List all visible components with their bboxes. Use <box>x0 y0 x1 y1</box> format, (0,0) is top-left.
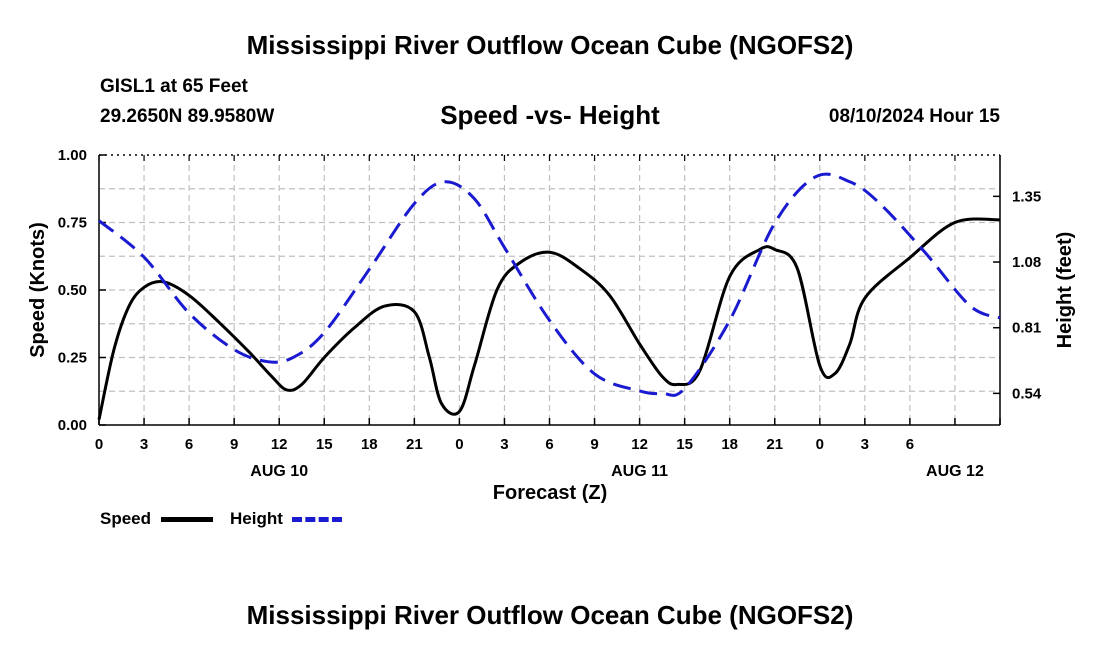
legend-speed-label: Speed <box>100 509 152 528</box>
y2-tick-label: 1.35 <box>1012 188 1041 205</box>
x-tick-label: 15 <box>676 436 693 453</box>
y2-tick-label: 0.54 <box>1012 385 1042 402</box>
x-axis-title: Forecast (Z) <box>492 482 608 504</box>
y-tick-label: 0.00 <box>58 417 87 434</box>
x-tick-label: 6 <box>906 436 914 453</box>
y-tick-label: 0.50 <box>58 282 87 299</box>
y-tick-label: 1.00 <box>58 147 87 164</box>
y-tick-label: 0.75 <box>58 215 87 232</box>
x-date-label: AUG 11 <box>611 463 668 480</box>
x-tick-label: 21 <box>406 436 423 453</box>
height-series-line <box>98 172 1001 397</box>
y-tick-label: 0.25 <box>58 350 87 367</box>
x-tick-label: 21 <box>766 436 783 453</box>
footer-title: Mississippi River Outflow Ocean Cube (NG… <box>246 600 854 630</box>
y-axis-title: Speed (Knots) <box>27 222 49 358</box>
x-tick-label: 15 <box>316 436 333 453</box>
forecast-datetime: 08/10/2024 Hour 15 <box>828 106 1000 127</box>
y2-axis-title: Height (feet) <box>1054 232 1076 349</box>
x-tick-label: 0 <box>816 436 824 453</box>
station-coords: 29.2650N 89.9580W <box>100 106 275 127</box>
x-tick-label: 12 <box>271 436 288 453</box>
chart-subtitle: Speed -vs- Height <box>440 100 660 130</box>
speed-series-line <box>97 217 1001 420</box>
y2-tick-label: 1.08 <box>1012 254 1041 271</box>
x-tick-label: 12 <box>631 436 648 453</box>
x-tick-label: 3 <box>861 436 869 453</box>
legend-speed-swatch <box>161 517 213 522</box>
x-tick-label: 0 <box>95 436 103 453</box>
legend-height-swatch <box>292 517 342 522</box>
y2-tick-label: 0.81 <box>1012 320 1041 337</box>
x-tick-label: 6 <box>185 436 193 453</box>
x-date-label: AUG 10 <box>250 463 308 480</box>
x-tick-label: 18 <box>361 436 378 453</box>
x-date-label: AUG 12 <box>926 463 984 480</box>
legend-height-label: Height <box>230 509 283 528</box>
chart-main-title: Mississippi River Outflow Ocean Cube (NG… <box>246 30 854 60</box>
x-tick-label: 9 <box>590 436 598 453</box>
x-tick-label: 18 <box>721 436 738 453</box>
x-tick-label: 9 <box>230 436 238 453</box>
x-tick-label: 3 <box>500 436 508 453</box>
station-label: GISL1 at 65 Feet <box>100 76 248 97</box>
x-tick-label: 0 <box>455 436 463 453</box>
x-tick-label: 6 <box>545 436 553 453</box>
x-tick-label: 3 <box>140 436 148 453</box>
